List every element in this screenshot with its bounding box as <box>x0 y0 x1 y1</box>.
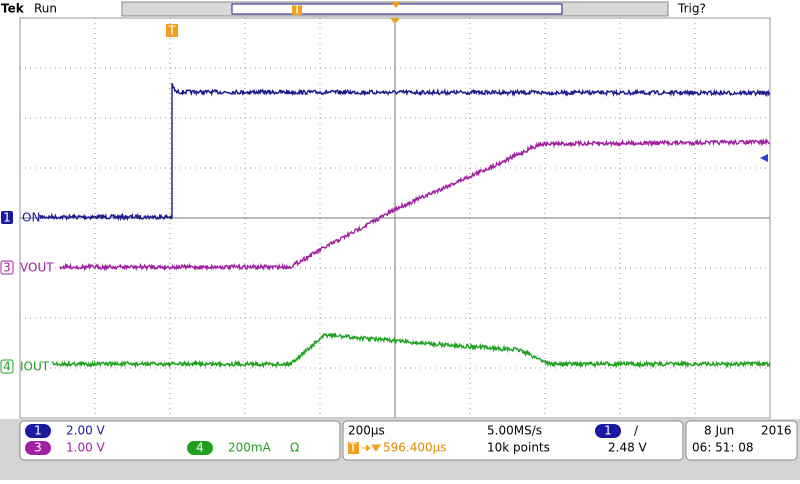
sample-rate: 5.00MS/s <box>487 424 542 438</box>
ch3-number: 3 <box>3 261 11 275</box>
ch3-scale-badge <box>25 441 51 455</box>
ch1-scale: 2.00 V <box>66 424 106 438</box>
timebase-scale: 200µs <box>348 424 385 438</box>
ch4-label: IOUT <box>20 360 50 374</box>
trigger-source: 1 <box>604 424 612 438</box>
trigger-status: Trig? <box>677 2 706 16</box>
ch4-scale-number: 4 <box>196 441 204 455</box>
trigger-level: 2.48 V <box>608 441 648 455</box>
delay-tag-label: T <box>348 441 357 455</box>
date: 8 Jun <box>704 424 734 438</box>
clock-box <box>685 420 798 461</box>
time: 06: 51: 08 <box>692 441 754 455</box>
trigger-slope: / <box>634 424 639 438</box>
trace-ch4 <box>51 332 771 369</box>
year: 2016 <box>761 424 792 438</box>
trigger-pos-label: T <box>292 3 301 17</box>
vertical-box <box>19 420 341 461</box>
traces <box>39 82 771 369</box>
center-marker <box>391 2 401 8</box>
ch4-scale-badge <box>187 441 213 455</box>
brand: Tek <box>1 2 25 16</box>
trigger-level-marker <box>760 154 768 162</box>
record-length: 10k points <box>487 441 550 455</box>
ch1-label: ON <box>22 211 40 225</box>
ch3-scale: 1.00 V <box>66 441 106 455</box>
run-status: Run <box>34 2 57 16</box>
ch3-label: VOUT <box>20 261 54 275</box>
trigger-tag <box>166 24 178 37</box>
ch3-badge <box>0 260 14 275</box>
trace-ch1 <box>39 82 771 222</box>
ch4-unit-icon: Ω <box>290 441 299 455</box>
ch4-scale: 200mA <box>228 441 272 455</box>
ch4-number: 4 <box>3 360 11 374</box>
delay-tag <box>348 442 359 454</box>
trigger-source-badge <box>595 424 621 438</box>
trigger-arrow <box>390 18 400 24</box>
ch1-badge <box>1 211 13 224</box>
ch1-number: 1 <box>3 211 11 225</box>
trigger-pos-marker <box>292 5 302 15</box>
ch1-scale-badge <box>25 424 51 438</box>
trigger-tag-label: T <box>167 24 176 38</box>
ch3-scale-number: 3 <box>34 441 42 455</box>
delay-arrow <box>362 444 381 452</box>
trigger-delay: 596.400µs <box>383 441 447 455</box>
ch4-badge <box>0 359 14 374</box>
ch1-scale-number: 1 <box>34 424 42 438</box>
trace-ch3 <box>59 138 771 272</box>
